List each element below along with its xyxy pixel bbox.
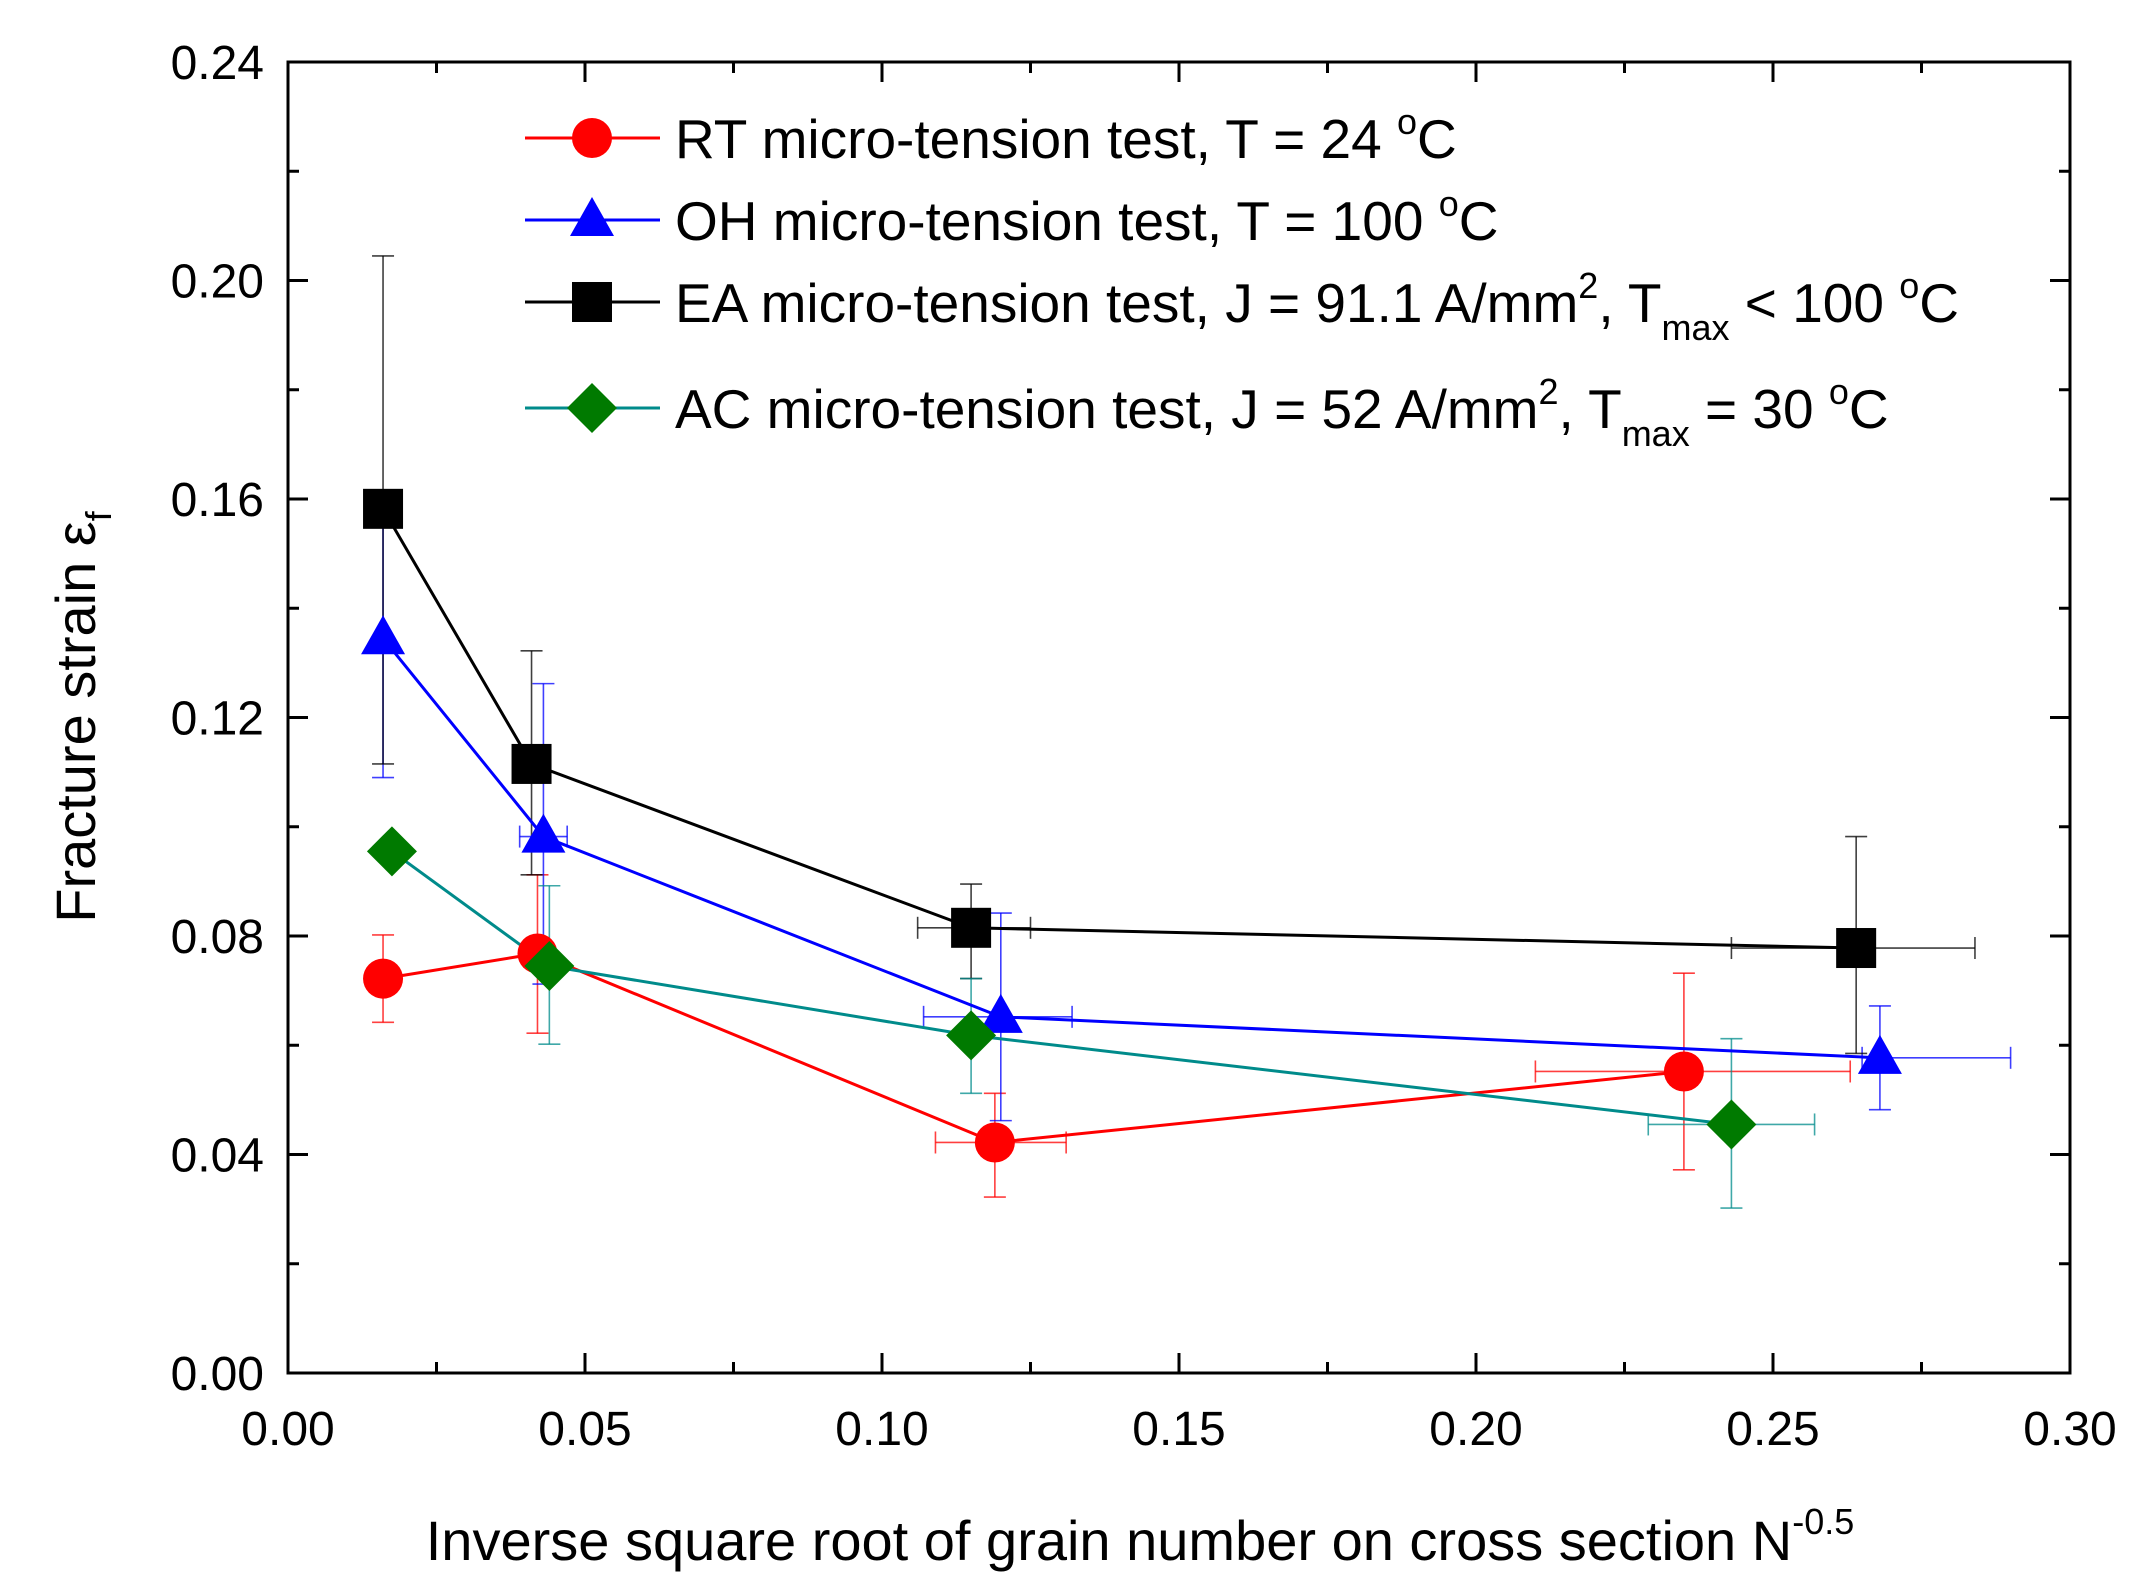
- y-tick-label: 0.04: [171, 1130, 264, 1183]
- axis-tick-labels: 0.00 0.05 0.10 0.15 0.20 0.25 0.30 0.00 0.04 0.08…: [171, 37, 2117, 1456]
- legend: RT micro-tension test, T = 24 oC OH micro…: [525, 101, 1959, 454]
- rt-legend-marker: [572, 118, 612, 158]
- y-tick-label: 0.12: [171, 693, 264, 746]
- x-axis-title: Inverse square root of grain number on c…: [426, 1501, 1855, 1572]
- oh-data-point: [361, 615, 406, 655]
- rt-legend-label: RT micro-tension test, T = 24 oC: [675, 101, 1457, 170]
- y-tick-label: 0.08: [171, 911, 264, 964]
- axis-ticks: [286, 60, 2072, 1375]
- x-tick-label: 0.10: [835, 1403, 928, 1456]
- y-tick-label: 0.24: [171, 37, 264, 90]
- plot-frame: [286, 60, 2072, 1375]
- oh-legend-label: OH micro-tension test, T = 100 oC: [675, 183, 1498, 252]
- ac-data-point: [946, 1010, 997, 1061]
- oh-data-point: [978, 993, 1023, 1033]
- x-tick-label: 0.20: [1429, 1403, 1522, 1456]
- ea-data-point: [951, 907, 992, 948]
- ac-legend-marker: [567, 383, 617, 433]
- series-lines: [381, 508, 1880, 1145]
- oh-data-point: [1857, 1034, 1902, 1074]
- oh-series-line: [381, 637, 1880, 1060]
- ac-data-point: [524, 941, 575, 992]
- rt-data-point: [1663, 1051, 1704, 1092]
- ea-legend-marker: [572, 282, 612, 322]
- ac-data-point: [366, 826, 417, 877]
- rt-data-point: [974, 1122, 1015, 1163]
- series-markers: [361, 488, 1902, 1163]
- x-tick-label: 0.25: [1726, 1403, 1819, 1456]
- ac-series-line: [391, 850, 1732, 1126]
- oh-legend-marker: [570, 197, 614, 236]
- x-tick-label: 0.05: [538, 1403, 631, 1456]
- y-tick-label: 0.16: [171, 474, 264, 527]
- ea-data-point: [511, 743, 552, 784]
- ea-series-line: [381, 508, 1857, 950]
- ea-data-point: [1836, 928, 1877, 969]
- ea-legend-label: EA micro-tension test, J = 91.1 A/mm2, T…: [675, 265, 1959, 348]
- rt-data-point: [363, 958, 404, 999]
- y-tick-label: 0.20: [171, 256, 264, 309]
- x-tick-label: 0.30: [2023, 1403, 2116, 1456]
- y-tick-label: 0.00: [171, 1348, 264, 1401]
- oh-data-point: [521, 813, 566, 853]
- ea-data-point: [363, 488, 404, 529]
- x-tick-label: 0.00: [241, 1403, 334, 1456]
- rt-series-line: [382, 951, 1685, 1145]
- x-tick-label: 0.15: [1132, 1403, 1225, 1456]
- ac-data-point: [1706, 1099, 1757, 1150]
- y-axis-title: Fracture strain εf: [44, 510, 119, 923]
- ac-legend-label: AC micro-tension test, J = 52 A/mm2, Tma…: [675, 371, 1889, 454]
